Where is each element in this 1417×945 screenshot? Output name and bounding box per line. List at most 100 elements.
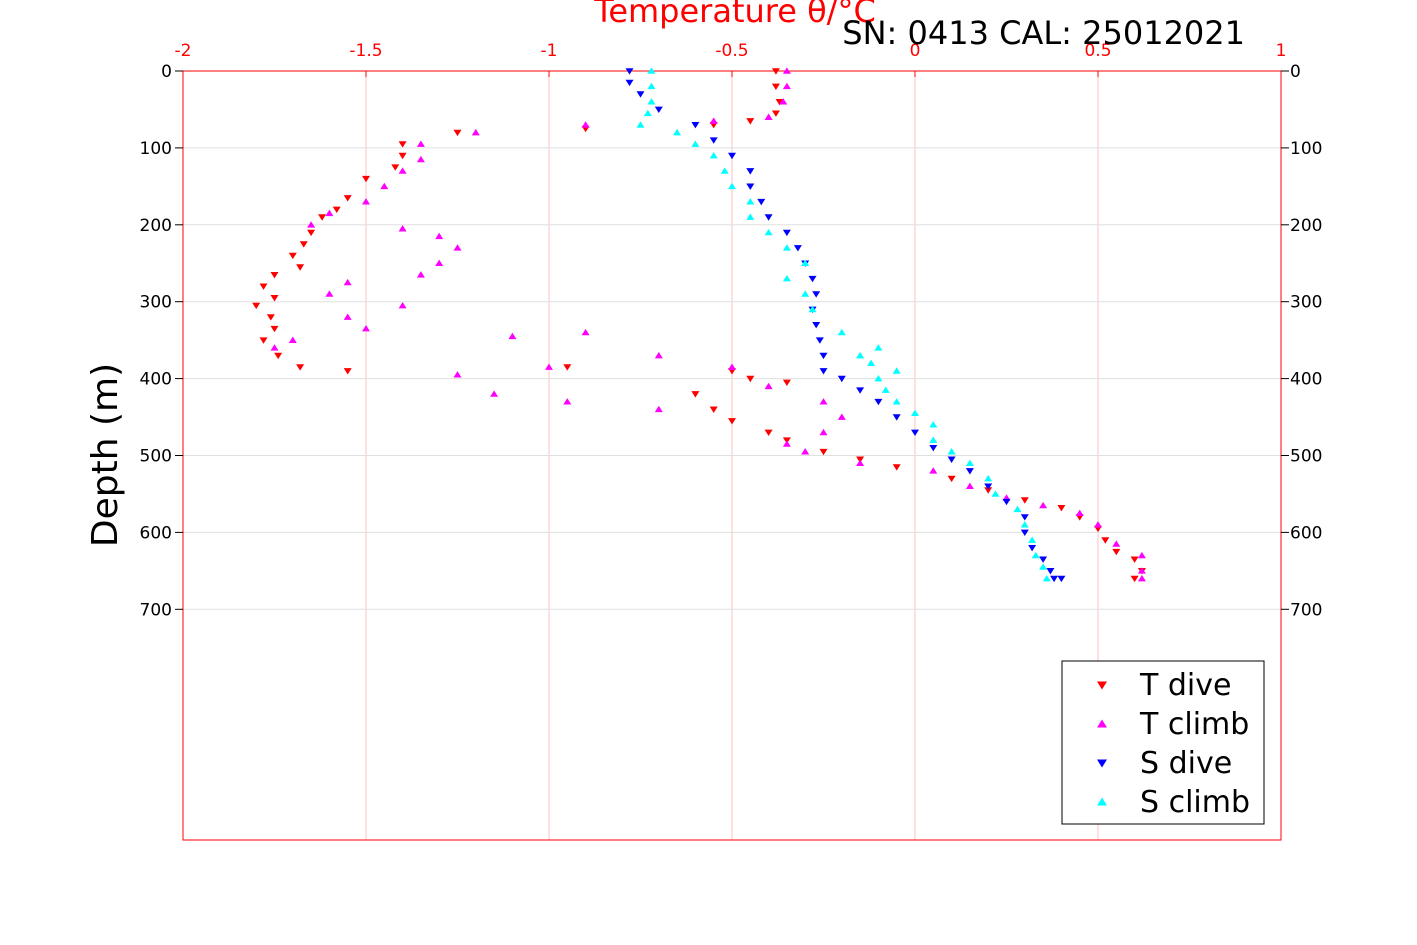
data-point: [764, 113, 773, 120]
chart-title: Temperature θ/°C: [593, 0, 876, 30]
data-point: [332, 206, 341, 214]
series-s-climb: [636, 67, 1051, 582]
data-point: [343, 313, 352, 320]
data-point: [746, 375, 755, 383]
data-point: [296, 364, 305, 371]
data-point: [1028, 536, 1037, 543]
data-point: [398, 141, 407, 148]
data-point: [691, 391, 700, 398]
data-point: [771, 110, 780, 117]
data-point: [991, 490, 1000, 497]
y-tick-label-left: 500: [140, 447, 172, 467]
data-point: [819, 368, 828, 375]
data-point: [819, 398, 828, 405]
legend-label: S dive: [1140, 746, 1232, 781]
data-point: [398, 152, 407, 160]
data-point: [947, 448, 956, 455]
data-point: [929, 467, 938, 474]
data-point: [398, 167, 407, 174]
data-point: [391, 164, 400, 171]
legend-label: T dive: [1139, 668, 1231, 703]
data-point: [720, 167, 729, 174]
legend-label: S climb: [1140, 785, 1250, 820]
data-point: [1101, 537, 1110, 544]
data-point: [771, 68, 780, 75]
x-tick-label: 1: [1276, 41, 1287, 61]
series-s-dive: [625, 68, 1066, 583]
data-point: [801, 259, 810, 267]
data-point: [270, 325, 279, 333]
data-point: [691, 140, 700, 147]
y-tick-label-right: 600: [1290, 523, 1322, 543]
data-point: [892, 414, 901, 421]
data-point: [867, 359, 876, 367]
data-point: [812, 291, 821, 298]
data-point: [837, 328, 846, 336]
data-point: [819, 428, 828, 436]
legend: T dive T climb S dive S climb: [1061, 660, 1265, 825]
data-point: [270, 271, 279, 279]
x-tick-label: -1.5: [349, 41, 382, 61]
data-point: [782, 244, 791, 251]
series-t-dive: [252, 68, 1146, 583]
data-point: [563, 398, 572, 405]
data-point: [746, 198, 755, 205]
data-point: [398, 225, 407, 232]
data-point: [654, 405, 663, 413]
data-point: [362, 175, 370, 183]
data-point: [654, 351, 663, 359]
data-point: [647, 67, 656, 74]
data-point: [1112, 548, 1121, 556]
grid: [183, 71, 1281, 840]
data-point: [837, 375, 846, 383]
data-point: [1042, 574, 1051, 582]
data-point: [545, 363, 553, 370]
data-point: [416, 140, 425, 147]
data-point: [1137, 574, 1146, 582]
data-point: [728, 152, 736, 160]
data-point: [288, 252, 297, 260]
data-point: [856, 387, 865, 394]
data-point: [1094, 521, 1102, 528]
x-tick-label: 0: [910, 41, 921, 61]
legend-label: T climb: [1139, 707, 1249, 742]
data-point: [643, 109, 652, 117]
x-tick-label: -2: [175, 41, 192, 61]
data-point: [947, 456, 956, 463]
data-point: [636, 121, 645, 128]
data-point: [782, 275, 791, 282]
data-point: [793, 245, 802, 252]
y-tick-label-right: 300: [1290, 293, 1322, 313]
data-point: [709, 137, 718, 144]
data-point: [965, 468, 974, 475]
data-point: [288, 336, 297, 343]
data-point: [343, 195, 352, 202]
data-point: [911, 409, 919, 417]
data-point: [1028, 544, 1037, 552]
data-point: [874, 375, 883, 382]
data-point: [1130, 556, 1139, 563]
data-point: [984, 483, 993, 490]
data-point: [453, 244, 462, 251]
data-point: [266, 314, 275, 321]
data-point: [984, 487, 993, 494]
data-point: [728, 363, 736, 370]
data-point: [325, 290, 334, 297]
data-point: [757, 198, 766, 206]
data-point: [746, 118, 755, 125]
data-point: [1039, 501, 1048, 509]
y-tick-label-right: 100: [1290, 139, 1322, 159]
data-point: [307, 221, 316, 228]
data-point: [892, 464, 901, 471]
data-point: [654, 106, 663, 114]
data-point: [1112, 540, 1121, 547]
data-point: [801, 290, 810, 297]
data-point: [775, 98, 784, 106]
data-point: [1039, 563, 1048, 570]
data-point: [1013, 505, 1022, 513]
data-point: [984, 474, 993, 482]
y-tick-label-left: 0: [161, 62, 172, 82]
data-point: [929, 445, 938, 452]
